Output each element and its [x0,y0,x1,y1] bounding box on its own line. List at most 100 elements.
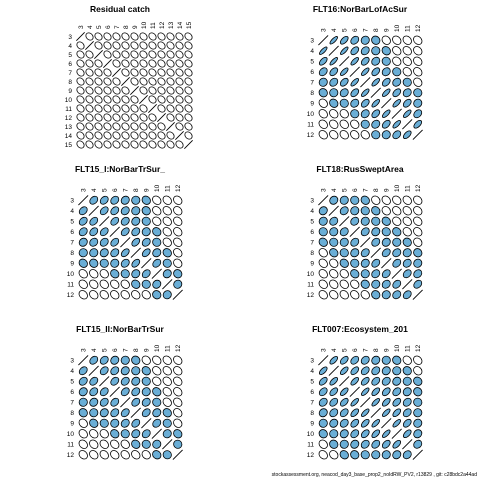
diagonal-mark [402,439,413,450]
correlation-ellipse [413,77,423,87]
column-tick-label: 11 [165,345,172,352]
correlation-ellipse [361,387,370,396]
correlation-ellipse [402,88,412,98]
correlation-ellipse [371,78,380,87]
correlation-ellipse [392,46,402,56]
correlation-ellipse [173,366,183,376]
diagonal-mark [172,289,183,300]
correlation-ellipse [360,290,370,300]
correlation-ellipse [112,77,121,86]
correlation-ellipse [402,408,412,418]
correlation-ellipse [371,279,381,289]
correlation-ellipse [131,439,141,449]
correlation-ellipse [339,227,349,237]
correlation-ellipse [131,429,141,439]
correlation-ellipse [157,59,166,68]
diagonal-mark [109,386,120,397]
correlation-ellipse [350,130,360,140]
correlation-ellipse [350,258,360,268]
correlation-ellipse [148,68,157,77]
correlation-ellipse [339,98,349,108]
diagonal-mark [318,355,329,366]
correlation-ellipse [339,248,349,258]
correlation-ellipse [152,355,162,365]
correlation-ellipse [184,68,193,77]
column-tick-label: 12 [415,344,422,352]
correlation-ellipse [392,355,402,365]
diagonal-mark [349,386,360,397]
row-tick-label: 10 [307,271,315,278]
correlation-ellipse [99,248,109,258]
correlation-ellipse [318,418,328,428]
correlation-ellipse [360,439,370,449]
diagonal-mark [175,131,184,140]
correlation-ellipse [112,95,121,104]
correlation-ellipse [371,46,381,56]
correlation-ellipse [329,36,338,45]
correlation-ellipse [360,35,370,45]
correlation-ellipse [162,290,172,300]
correlation-ellipse [392,248,402,258]
correlation-ellipse [76,131,85,140]
correlation-ellipse [76,122,85,131]
row-tick-label: 7 [68,70,72,77]
correlation-ellipse [162,227,172,237]
correlation-ellipse [173,248,183,258]
column-tick-label: 7 [114,25,121,29]
correlation-ellipse [152,248,162,258]
correlation-ellipse [152,279,162,289]
correlation-ellipse [112,41,121,50]
correlation-ellipse [103,122,112,131]
correlation-ellipse [103,131,112,140]
correlation-ellipse [85,140,94,149]
row-tick-label: 9 [310,421,314,428]
column-tick-label: 9 [144,188,151,192]
correlation-ellipse [371,35,381,45]
column-tick-label: 8 [133,188,140,192]
correlation-ellipse [318,279,328,289]
correlation-ellipse [152,227,162,237]
correlation-ellipse [381,216,391,226]
correlation-ellipse [360,418,370,428]
correlation-ellipse [78,279,88,289]
correlation-ellipse [402,206,412,216]
column-tick-label: 8 [373,348,380,352]
correlation-ellipse [173,237,183,247]
correlation-ellipse [340,67,349,76]
correlation-ellipse [350,57,359,66]
correlation-ellipse [339,418,349,428]
correlation-ellipse [103,104,112,113]
diagonal-mark [112,68,121,77]
correlation-ellipse [184,95,193,104]
row-tick-label: 3 [68,34,72,41]
correlation-ellipse [157,50,166,59]
correlation-ellipse [152,195,162,205]
correlation-ellipse [339,35,349,45]
correlation-ellipse [184,77,193,86]
correlation-ellipse [121,95,130,104]
correlation-panel: Residual catch33445566778899101011111212… [65,4,193,149]
correlation-ellipse [139,41,148,50]
correlation-ellipse [339,408,349,418]
correlation-ellipse [402,290,412,300]
row-tick-label: 8 [310,410,314,417]
row-tick-label: 6 [70,389,74,396]
correlation-ellipse [162,376,172,386]
correlation-ellipse [413,248,423,258]
correlation-ellipse [184,50,193,59]
column-tick-label: 8 [133,348,140,352]
correlation-ellipse [94,122,103,131]
correlation-ellipse [318,397,328,407]
correlation-ellipse [121,140,130,149]
correlation-ellipse [371,376,381,386]
column-tick-label: 3 [81,348,88,352]
correlation-ellipse [76,68,85,77]
correlation-ellipse [350,35,360,45]
correlation-ellipse [360,269,370,279]
correlation-ellipse [371,419,380,428]
correlation-ellipse [85,122,94,131]
correlation-ellipse [402,216,412,226]
correlation-ellipse [318,258,328,268]
correlation-ellipse [413,227,423,237]
correlation-ellipse [402,355,412,365]
